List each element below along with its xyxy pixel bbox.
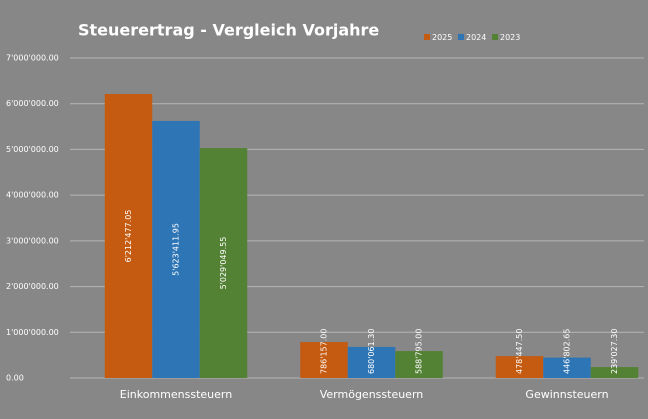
chart-title: Steuerertrag - Vergleich Vorjahre xyxy=(78,21,379,40)
bar xyxy=(543,357,591,378)
legend-label: 2023 xyxy=(500,33,520,42)
bar xyxy=(104,94,153,379)
value-label: 5'623'411.95 xyxy=(172,223,181,276)
x-tick-label: Vermögenssteuern xyxy=(320,388,424,401)
value-label: 239'027.30 xyxy=(610,329,619,374)
bar xyxy=(152,120,200,378)
bar xyxy=(199,148,248,378)
value-label: 786'157.00 xyxy=(320,329,329,374)
legend-label: 2025 xyxy=(432,33,452,42)
bar xyxy=(347,346,396,378)
y-tick-label: 1'000'000.00 xyxy=(6,328,59,337)
y-tick-label: 6'000'000.00 xyxy=(6,99,59,108)
legend-swatch xyxy=(492,34,498,40)
bar xyxy=(495,356,544,378)
value-label: 6'212'477.05 xyxy=(124,210,133,263)
value-label: 588'795.00 xyxy=(415,329,424,374)
value-label: 446'802.65 xyxy=(563,329,572,374)
y-tick-label: 5'000'000.00 xyxy=(6,145,59,154)
value-label: 478'447.50 xyxy=(515,329,524,374)
legend-swatch xyxy=(458,34,464,40)
y-tick-label: 0.00 xyxy=(6,374,24,383)
bar xyxy=(300,342,348,378)
bar xyxy=(590,367,639,378)
y-tick-label: 7'000'000.00 xyxy=(6,54,59,63)
y-tick-label: 2'000'000.00 xyxy=(6,282,59,291)
y-tick-label: 3'000'000.00 xyxy=(6,236,59,245)
value-label: 680'061.30 xyxy=(367,329,376,374)
legend-label: 2024 xyxy=(466,33,486,42)
bar xyxy=(395,351,443,378)
y-tick-label: 4'000'000.00 xyxy=(6,191,59,200)
x-tick-label: Gewinnsteuern xyxy=(525,388,608,401)
legend-swatch xyxy=(424,34,430,40)
x-tick-label: Einkommenssteuern xyxy=(120,388,232,401)
value-label: 5'029'049.55 xyxy=(219,237,228,290)
